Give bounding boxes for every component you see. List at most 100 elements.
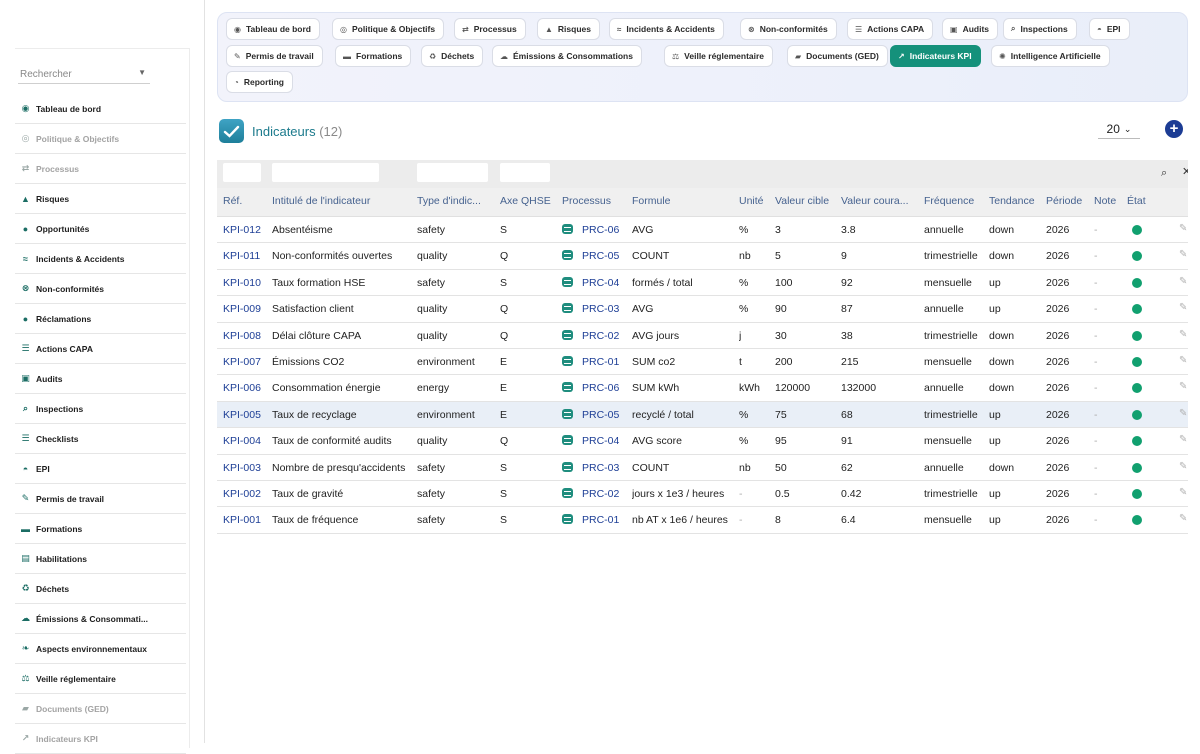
edit-icon[interactable]: ✎ — [1179, 513, 1188, 525]
process-link[interactable]: PRC-05 — [582, 408, 620, 421]
nav-tab[interactable]: ⚖ Veille réglementaire — [664, 45, 774, 67]
nav-tab[interactable]: ☰ Actions CAPA — [847, 18, 934, 40]
process-link[interactable]: PRC-02 — [582, 329, 620, 342]
sidebar-item[interactable]: ◉ Tableau de bord — [15, 94, 186, 124]
nav-tab[interactable]: ◓ EPI — [1089, 18, 1130, 40]
nav-tab[interactable]: ✎ Permis de travail — [226, 45, 323, 67]
sidebar-item[interactable]: ▬ Formations — [15, 514, 186, 544]
sidebar-item[interactable]: ◓ EPI — [15, 454, 186, 484]
table-row[interactable]: KPI-009 Satisfaction client quality Q PRC-03… — [217, 296, 1188, 323]
edit-icon[interactable]: ✎ — [1179, 407, 1188, 419]
cell-ref[interactable]: KPI-009 — [223, 303, 261, 316]
column-header[interactable]: Valeur coura... — [841, 195, 909, 207]
table-row[interactable]: KPI-011 Non-conformités ouvertes quality Q P… — [217, 243, 1188, 270]
nav-tab[interactable]: ☁ Émissions & Consommations — [492, 45, 642, 67]
sidebar-item[interactable]: ☰ Actions CAPA — [15, 334, 186, 364]
add-indicator-button[interactable]: + — [1165, 120, 1183, 138]
sidebar-item[interactable]: ⚖ Veille réglementaire — [15, 664, 186, 694]
edit-icon[interactable]: ✎ — [1179, 355, 1188, 366]
sidebar-item[interactable]: ▰ Documents (GED) — [15, 694, 186, 724]
edit-icon[interactable]: ✎ — [1179, 302, 1188, 314]
sidebar-item[interactable]: ● Réclamations — [15, 304, 186, 334]
sidebar-item[interactable]: ▲ Risques — [15, 184, 186, 214]
edit-icon[interactable]: ✎ — [1179, 434, 1188, 446]
column-header[interactable]: Type d'indic... — [417, 195, 481, 207]
sidebar-item[interactable]: ❧ Aspects environnementaux — [15, 634, 186, 664]
table-row[interactable]: KPI-010 Taux formation HSE safety S PRC-04 fo… — [217, 269, 1188, 297]
process-link[interactable]: PRC-02 — [582, 488, 620, 500]
edit-icon[interactable]: ✎ — [1179, 275, 1188, 287]
table-row[interactable]: KPI-007 Émissions CO2 environment E PRC-01 SU… — [217, 349, 1188, 376]
sidebar-item[interactable]: ⊗ Non-conformités — [15, 274, 186, 304]
nav-tab[interactable]: ▬ Formations — [335, 45, 412, 67]
table-row[interactable]: KPI-003 Nombre de presqu'accidents safety S… — [217, 454, 1188, 481]
filter-ref-input[interactable] — [223, 163, 261, 182]
edit-icon[interactable]: ✎ — [1179, 223, 1188, 234]
filter-axe-input[interactable] — [500, 163, 550, 182]
cell-ref[interactable]: KPI-004 — [223, 435, 261, 448]
column-header[interactable]: Tendance — [989, 195, 1035, 207]
cell-proc[interactable]: PRC-06 — [562, 382, 627, 394]
cell-ref[interactable]: KPI-011 — [223, 250, 261, 263]
cell-ref[interactable]: KPI-010 — [223, 276, 261, 289]
cell-proc[interactable]: PRC-05 — [562, 408, 627, 421]
column-header[interactable]: Axe QHSE — [500, 195, 551, 207]
column-header[interactable]: Note — [1094, 195, 1117, 207]
nav-tab[interactable]: ▲ Risques — [537, 18, 600, 40]
per-page-select[interactable]: 20 ⌄ — [1098, 120, 1140, 139]
cell-proc[interactable]: PRC-01 — [562, 514, 627, 526]
cell-proc[interactable]: PRC-02 — [562, 488, 627, 500]
nav-tab[interactable]: ▰ Documents (GED) — [787, 45, 888, 67]
edit-icon[interactable]: ✎ — [1179, 381, 1188, 393]
column-header[interactable]: Période — [1046, 195, 1083, 207]
sidebar-item[interactable]: ↗ Indicateurs KPI — [15, 724, 186, 754]
sidebar-item[interactable]: ☰ Checklists — [15, 424, 186, 454]
sidebar-item[interactable]: ● Opportunités — [15, 214, 186, 244]
cell-proc[interactable]: PRC-05 — [562, 250, 627, 262]
column-header[interactable]: Formule — [632, 195, 671, 207]
column-header[interactable]: Unité — [739, 195, 764, 207]
nav-tab[interactable]: ▣ Audits — [942, 18, 999, 40]
nav-tab[interactable]: ≈ Incidents & Accidents — [609, 18, 724, 40]
cell-proc[interactable]: PRC-04 — [562, 276, 627, 289]
sidebar-item[interactable]: ▣ Audits — [15, 364, 186, 394]
column-header[interactable]: Processus — [562, 195, 612, 207]
column-header[interactable]: Réf. — [223, 195, 243, 207]
cell-ref[interactable]: KPI-008 — [223, 329, 261, 342]
nav-tab[interactable]: ♻ Déchets — [421, 45, 484, 67]
process-link[interactable]: PRC-06 — [582, 382, 620, 395]
cell-ref[interactable]: KPI-006 — [223, 382, 261, 395]
cell-ref[interactable]: KPI-007 — [223, 356, 261, 368]
filter-type-input[interactable] — [417, 163, 488, 182]
process-link[interactable]: PRC-03 — [582, 303, 620, 316]
table-row[interactable]: KPI-006 Consommation énergie energy E PRC-06… — [217, 375, 1188, 402]
sidebar-item[interactable]: ⇄ Processus — [15, 154, 186, 184]
table-row[interactable]: KPI-004 Taux de conformité audits quality Q… — [217, 428, 1188, 455]
cell-ref[interactable]: KPI-002 — [223, 488, 261, 500]
nav-tab[interactable]: ✺ Intelligence Artificielle — [991, 45, 1110, 67]
table-row[interactable]: KPI-012 Absentéisme safety S PRC-06 AVG% 3 3.8 a… — [217, 217, 1188, 244]
cell-ref[interactable]: KPI-012 — [223, 224, 261, 236]
nav-tab[interactable]: ◔ Reporting — [226, 71, 293, 93]
edit-icon[interactable]: ✎ — [1179, 328, 1188, 340]
column-header[interactable]: Fréquence — [924, 195, 975, 207]
nav-tab[interactable]: ◎ Politique & Objectifs — [332, 18, 445, 40]
column-header[interactable]: Intitulé de l'indicateur — [272, 195, 371, 207]
search-icon[interactable]: ⌕ — [1161, 167, 1168, 179]
table-row[interactable]: KPI-008 Délai clôture CAPA quality Q PRC-02 A… — [217, 322, 1188, 349]
cell-proc[interactable]: PRC-06 — [562, 224, 627, 236]
process-link[interactable]: PRC-04 — [582, 435, 620, 448]
nav-tab[interactable]: ⌕ Inspections — [1003, 18, 1077, 40]
process-link[interactable]: PRC-06 — [582, 224, 620, 236]
cell-proc[interactable]: PRC-02 — [562, 329, 627, 342]
sidebar-item[interactable]: ☁ Émissions & Consommati... — [15, 604, 186, 634]
table-row[interactable]: KPI-001 Taux de fréquence safety S PRC-01 nb … — [217, 507, 1188, 534]
process-link[interactable]: PRC-05 — [582, 250, 620, 263]
process-link[interactable]: PRC-04 — [582, 276, 620, 289]
column-header[interactable]: État — [1127, 195, 1146, 207]
sidebar-item[interactable]: ✎ Permis de travail — [15, 484, 186, 514]
cell-proc[interactable]: PRC-01 — [562, 356, 627, 368]
column-header[interactable]: Valeur cible — [775, 195, 830, 207]
cell-ref[interactable]: KPI-003 — [223, 461, 261, 474]
edit-icon[interactable]: ✎ — [1179, 249, 1188, 261]
